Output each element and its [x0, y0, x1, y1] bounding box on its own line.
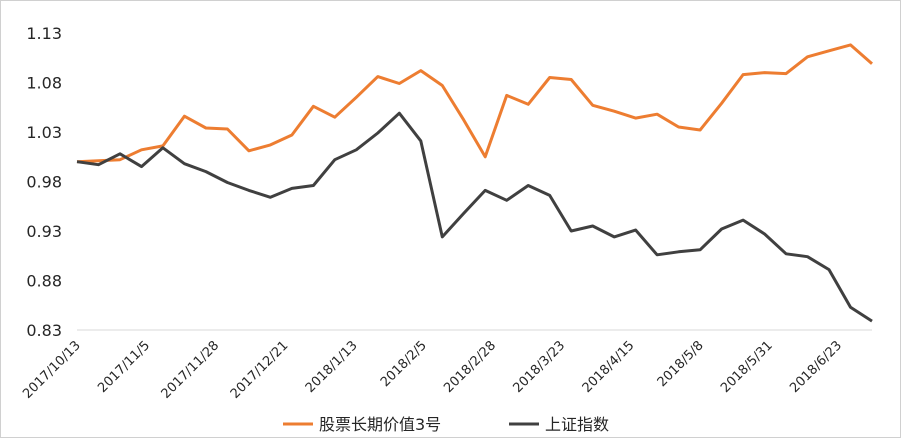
series-line-1 [76, 43, 873, 164]
x-tick-label: 2018/1/13 [303, 338, 361, 396]
x-tick-label: 2017/10/13 [20, 338, 84, 402]
y-axis-ticks: 1.13 1.08 1.03 0.98 0.93 0.88 0.83 [26, 24, 62, 340]
x-tick-label: 2018/6/23 [787, 338, 845, 396]
x-tick-label: 2018/3/23 [510, 338, 568, 396]
y-tick-label: 0.98 [26, 173, 62, 192]
y-tick-label: 0.83 [26, 321, 62, 340]
x-tick-label: 2018/2/5 [378, 338, 430, 390]
x-tick-label: 2017/11/5 [95, 338, 153, 396]
y-tick-label: 1.03 [26, 123, 62, 142]
x-tick-label: 2018/2/28 [441, 338, 499, 396]
x-tick-label: 2018/5/31 [718, 338, 776, 396]
y-tick-label: 0.88 [26, 272, 62, 291]
y-tick-label: 0.93 [26, 222, 62, 241]
legend-label-series-2: 上证指数 [545, 415, 609, 434]
x-tick-label: 2018/4/15 [580, 338, 638, 396]
x-tick-label: 2017/11/28 [159, 338, 223, 402]
legend: 股票长期价值3号 上证指数 [283, 415, 609, 434]
x-tick-label: 2017/12/21 [228, 338, 292, 402]
x-tick-label: 2018/5/8 [655, 338, 707, 390]
series-line-2 [76, 111, 873, 323]
series-layer [76, 43, 873, 323]
x-axis-ticks: 2017/10/13 2017/11/5 2017/11/28 2017/12/21 2… [20, 338, 845, 402]
legend-label-series-1: 股票长期价值3号 [319, 415, 441, 434]
y-tick-label: 1.08 [26, 74, 62, 93]
y-tick-label: 1.13 [26, 24, 62, 43]
